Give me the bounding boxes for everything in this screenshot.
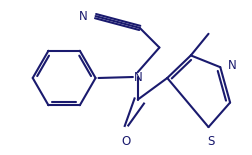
Text: N: N — [79, 10, 87, 23]
Text: N: N — [133, 71, 142, 84]
Text: S: S — [206, 135, 213, 148]
Text: O: O — [121, 135, 130, 148]
Text: N: N — [227, 59, 236, 72]
